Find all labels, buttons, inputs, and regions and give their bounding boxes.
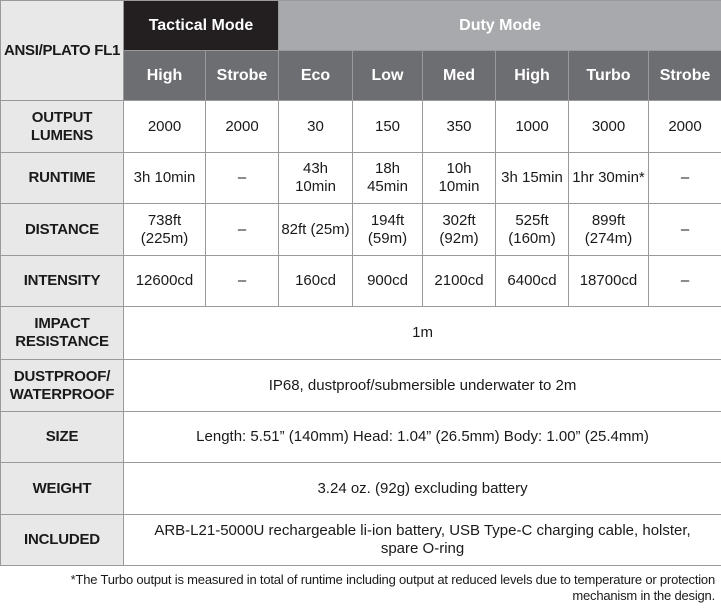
table-cell: 3000 (568, 100, 649, 153)
row-label: SIZE (0, 411, 124, 463)
mode-header: High (123, 50, 206, 101)
table-cell: 1hr 30min* (568, 152, 649, 204)
size-value: Length: 5.51” (140mm) Head: 1.04” (26.5m… (122, 411, 721, 463)
included-row: INCLUDED ARB-L21-5000U rechargeable li-i… (0, 514, 721, 566)
included-value: ARB-L21-5000U rechargeable li-ion batter… (122, 514, 721, 566)
table-cell: 18h 45min (352, 152, 423, 204)
impact-resistance-row: IMPACT RESISTANCE 1m (0, 306, 721, 360)
table-cell: 2100cd (422, 255, 496, 307)
table-cell: 43h 10min (278, 152, 353, 204)
table-cell: 1000 (495, 100, 569, 153)
mode-header: Strobe (647, 50, 721, 101)
table-cell: – (205, 152, 279, 204)
row-label: DISTANCE (0, 203, 124, 256)
table-cell: – (647, 255, 721, 307)
table-cell: 160cd (278, 255, 353, 307)
size-row: SIZE Length: 5.51” (140mm) Head: 1.04” (… (0, 411, 721, 463)
table-cell: 10h 10min (422, 152, 496, 204)
mode-header: Med (422, 50, 496, 101)
impact-value: 1m (122, 306, 721, 360)
row-label: INTENSITY (0, 255, 124, 307)
duty-mode-header: Duty Mode (277, 0, 721, 51)
table-cell: 150 (352, 100, 423, 153)
table-cell: 2000 (205, 100, 279, 153)
table-cell: 350 (422, 100, 496, 153)
mode-header: Strobe (205, 50, 279, 101)
table-cell: 2000 (123, 100, 206, 153)
table-cell: – (647, 203, 721, 256)
dustproof-row: DUSTPROOF/ WATERPROOF IP68, dustproof/su… (0, 359, 721, 412)
table-cell: 18700cd (568, 255, 649, 307)
table-cell: – (205, 255, 279, 307)
table-cell: 12600cd (123, 255, 206, 307)
table-cell: 525ft (160m) (495, 203, 569, 256)
table-cell: 2000 (647, 100, 721, 153)
table-cell: 194ft (59m) (352, 203, 423, 256)
table-cell: – (647, 152, 721, 204)
table-cell: 738ft (225m) (123, 203, 206, 256)
mode-header-row: High Strobe Eco Low Med High Turbo Strob… (1, 50, 721, 101)
mode-header: Low (352, 50, 423, 101)
output-lumens-row: OUTPUT LUMENS 2000 2000 30 150 350 1000 … (0, 100, 721, 153)
table-cell: 6400cd (495, 255, 569, 307)
table-cell: 3h 15min (495, 152, 569, 204)
table-cell: 900cd (352, 255, 423, 307)
table-cell: 82ft (25m) (278, 203, 353, 256)
spec-table: ANSI/PLATO FL1 Tactical Mode Duty Mode H… (0, 0, 721, 566)
row-label: INCLUDED (0, 514, 124, 566)
mode-header: Turbo (568, 50, 649, 101)
group-header-row: ANSI/PLATO FL1 Tactical Mode Duty Mode (0, 0, 721, 101)
table-cell: – (205, 203, 279, 256)
table-cell: 3h 10min (123, 152, 206, 204)
tactical-mode-header: Tactical Mode (123, 0, 279, 51)
dustproof-value: IP68, dustproof/submersible underwater t… (122, 359, 721, 412)
row-label: OUTPUT LUMENS (0, 100, 124, 153)
runtime-row: RUNTIME 3h 10min – 43h 10min 18h 45min 1… (0, 152, 721, 204)
corner-label: ANSI/PLATO FL1 (0, 0, 124, 101)
footnote: *The Turbo output is measured in total o… (70, 572, 716, 603)
mode-header: High (495, 50, 569, 101)
table-cell: 302ft (92m) (422, 203, 496, 256)
table-cell: 30 (278, 100, 353, 153)
row-label: IMPACT RESISTANCE (0, 306, 124, 360)
mode-header: Eco (278, 50, 353, 101)
distance-row: DISTANCE 738ft (225m) – 82ft (25m) 194ft… (0, 203, 721, 256)
row-label: WEIGHT (0, 462, 124, 515)
row-label: DUSTPROOF/ WATERPROOF (0, 359, 124, 412)
table-cell: 899ft (274m) (568, 203, 649, 256)
weight-value: 3.24 oz. (92g) excluding battery (122, 462, 721, 515)
weight-row: WEIGHT 3.24 oz. (92g) excluding battery (0, 462, 721, 515)
intensity-row: INTENSITY 12600cd – 160cd 900cd 2100cd 6… (0, 255, 721, 307)
row-label: RUNTIME (0, 152, 124, 204)
